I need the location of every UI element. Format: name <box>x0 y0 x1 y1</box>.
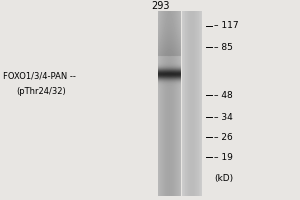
Text: – 19: – 19 <box>214 152 233 162</box>
Text: FOXO1/3/4-PAN --: FOXO1/3/4-PAN -- <box>3 72 76 80</box>
Text: – 85: – 85 <box>214 43 233 51</box>
Text: (kD): (kD) <box>214 174 234 184</box>
Text: – 34: – 34 <box>214 112 233 121</box>
Text: – 117: – 117 <box>214 21 239 30</box>
Text: 293: 293 <box>151 1 170 11</box>
Text: (pThr24/32): (pThr24/32) <box>16 86 66 96</box>
Text: – 48: – 48 <box>214 90 233 99</box>
Text: – 26: – 26 <box>214 132 233 142</box>
